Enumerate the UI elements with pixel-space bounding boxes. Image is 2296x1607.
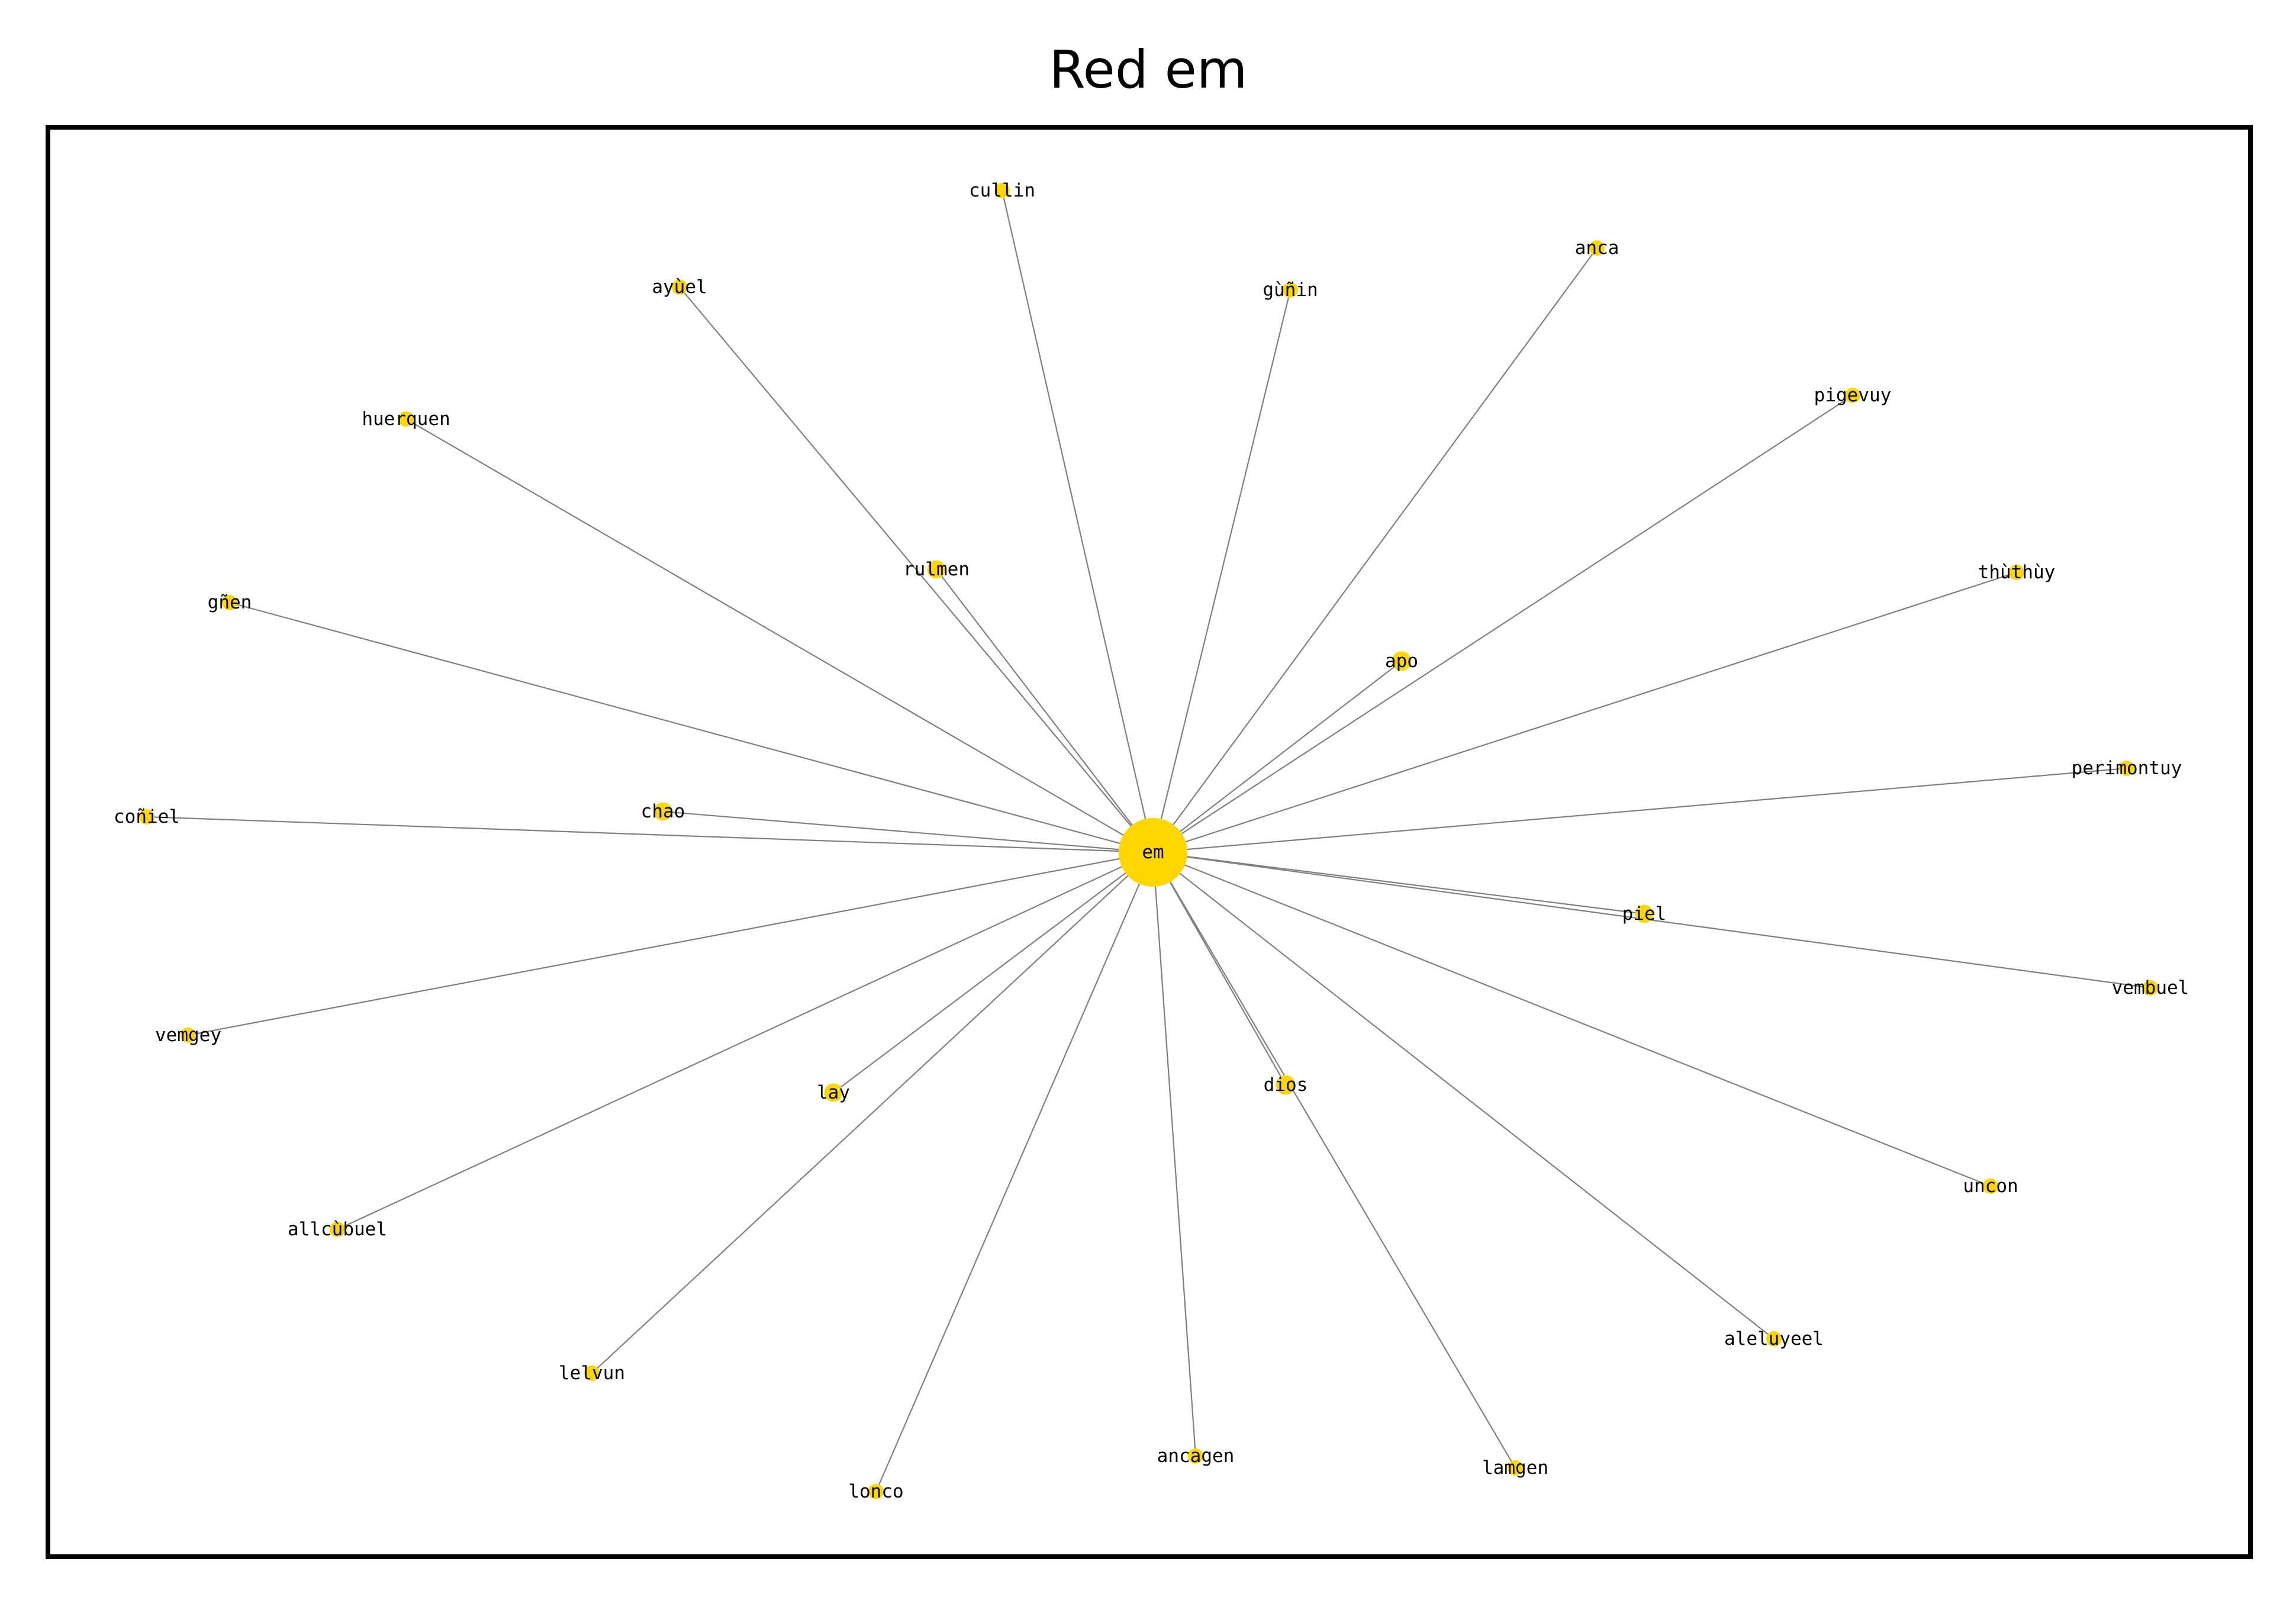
node-ancagen <box>1188 1448 1203 1464</box>
node-label-ayuel: ayùel <box>652 276 707 298</box>
node-cullin <box>994 183 1010 198</box>
edge-em-apo <box>1152 661 1402 853</box>
node-aleluyeel <box>1766 1331 1782 1347</box>
node-chao <box>653 802 672 821</box>
edge-em-gnen <box>229 601 1154 854</box>
edge-em-lamgen <box>1152 852 1516 1468</box>
node-thuthuy <box>2009 565 2024 580</box>
node-lay <box>824 1083 843 1102</box>
node-label-vemgey: vemgey <box>155 1025 221 1046</box>
node-label-lamgen: lamgen <box>1482 1457 1548 1479</box>
node-label-dios: dios <box>1264 1074 1308 1096</box>
node-label-aleluyeel: aleluyeel <box>1724 1328 1824 1350</box>
node-pigevuy <box>1845 388 1860 403</box>
edge-em-lonco <box>875 852 1154 1492</box>
node-ayuel <box>672 279 687 295</box>
node-rulmen <box>927 560 946 579</box>
node-label-thuthuy: thùthùy <box>1978 562 2056 583</box>
node-piel <box>1635 904 1654 923</box>
edge-em-chao <box>662 810 1154 854</box>
edge-em-lay <box>833 852 1154 1093</box>
edges-layer <box>146 190 2151 1492</box>
node-apo <box>1392 651 1412 671</box>
node-label-lelvun: lelvun <box>559 1363 625 1384</box>
node-label-pigevuy: pigevuy <box>1814 385 1892 406</box>
node-huerquen <box>398 411 414 427</box>
edge-em-cullin <box>1001 190 1154 853</box>
node-label-em: em <box>1142 842 1164 863</box>
edge-em-vemgey <box>188 851 1154 1036</box>
node-lamgen <box>1508 1460 1523 1476</box>
plot-frame <box>46 125 2253 1559</box>
edge-em-perimontuy <box>1152 767 2127 854</box>
nodes-layer <box>139 183 2158 1499</box>
edge-em-rulmen <box>936 569 1154 853</box>
edge-em-huerquen <box>405 418 1154 853</box>
node-allcubuel <box>330 1222 345 1237</box>
edge-em-piel <box>1152 851 1645 915</box>
node-label-lay: lay <box>817 1082 850 1103</box>
edge-em-anca <box>1152 247 1598 853</box>
node-coniel <box>139 809 154 825</box>
edge-em-uncon <box>1152 851 1991 1187</box>
node-label-huerquen: huerquen <box>362 408 450 430</box>
edge-em-aleluyeel <box>1152 852 1775 1339</box>
node-label-anca: anca <box>1575 237 1619 259</box>
node-label-lonco: lonco <box>848 1481 903 1502</box>
edge-em-lelvun <box>591 852 1154 1374</box>
node-perimontuy <box>2119 761 2134 776</box>
node-lelvun <box>584 1366 600 1381</box>
edge-em-gunin <box>1152 289 1292 853</box>
node-label-perimontuy: perimontuy <box>2072 758 2182 779</box>
edge-em-allcubuel <box>337 852 1154 1230</box>
node-dios <box>1276 1075 1296 1095</box>
node-vembuel <box>2143 980 2158 996</box>
labels-layer: em cullin ayùel gùñin anca huerquen pigevuy rul… <box>114 180 2189 1502</box>
node-label-coniel: coñiel <box>114 806 180 827</box>
node-label-cullin: cullin <box>969 180 1035 201</box>
edge-em-ancagen <box>1152 852 1197 1457</box>
node-gnen <box>222 595 237 610</box>
edge-em-pigevuy <box>1152 395 1853 853</box>
node-anca <box>1589 240 1605 256</box>
node-label-rulmen: rulmen <box>903 559 970 580</box>
node-label-gunin: gùñin <box>1263 279 1318 301</box>
node-label-allcubuel: allcùbuel <box>288 1219 387 1240</box>
node-gunin <box>1283 282 1298 298</box>
edge-em-vembuel <box>1152 851 2151 989</box>
node-label-piel: piel <box>1622 903 1667 925</box>
edge-em-coniel <box>146 816 1154 854</box>
node-vemgey <box>181 1028 196 1043</box>
edge-em-thuthuy <box>1152 571 2017 854</box>
node-label-vembuel: vembuel <box>2112 977 2189 999</box>
node-uncon <box>1983 1178 1998 1194</box>
node-label-gnen: gñen <box>208 592 252 613</box>
graph-title: Red em <box>1049 39 1247 100</box>
node-label-apo: apo <box>1385 650 1418 672</box>
node-em <box>1119 818 1187 887</box>
edge-em-ayuel <box>679 286 1154 853</box>
node-label-chao: chao <box>641 801 685 822</box>
node-lonco <box>868 1484 884 1499</box>
node-label-ancagen: ancagen <box>1157 1445 1235 1467</box>
node-label-uncon: uncon <box>1963 1176 2018 1197</box>
